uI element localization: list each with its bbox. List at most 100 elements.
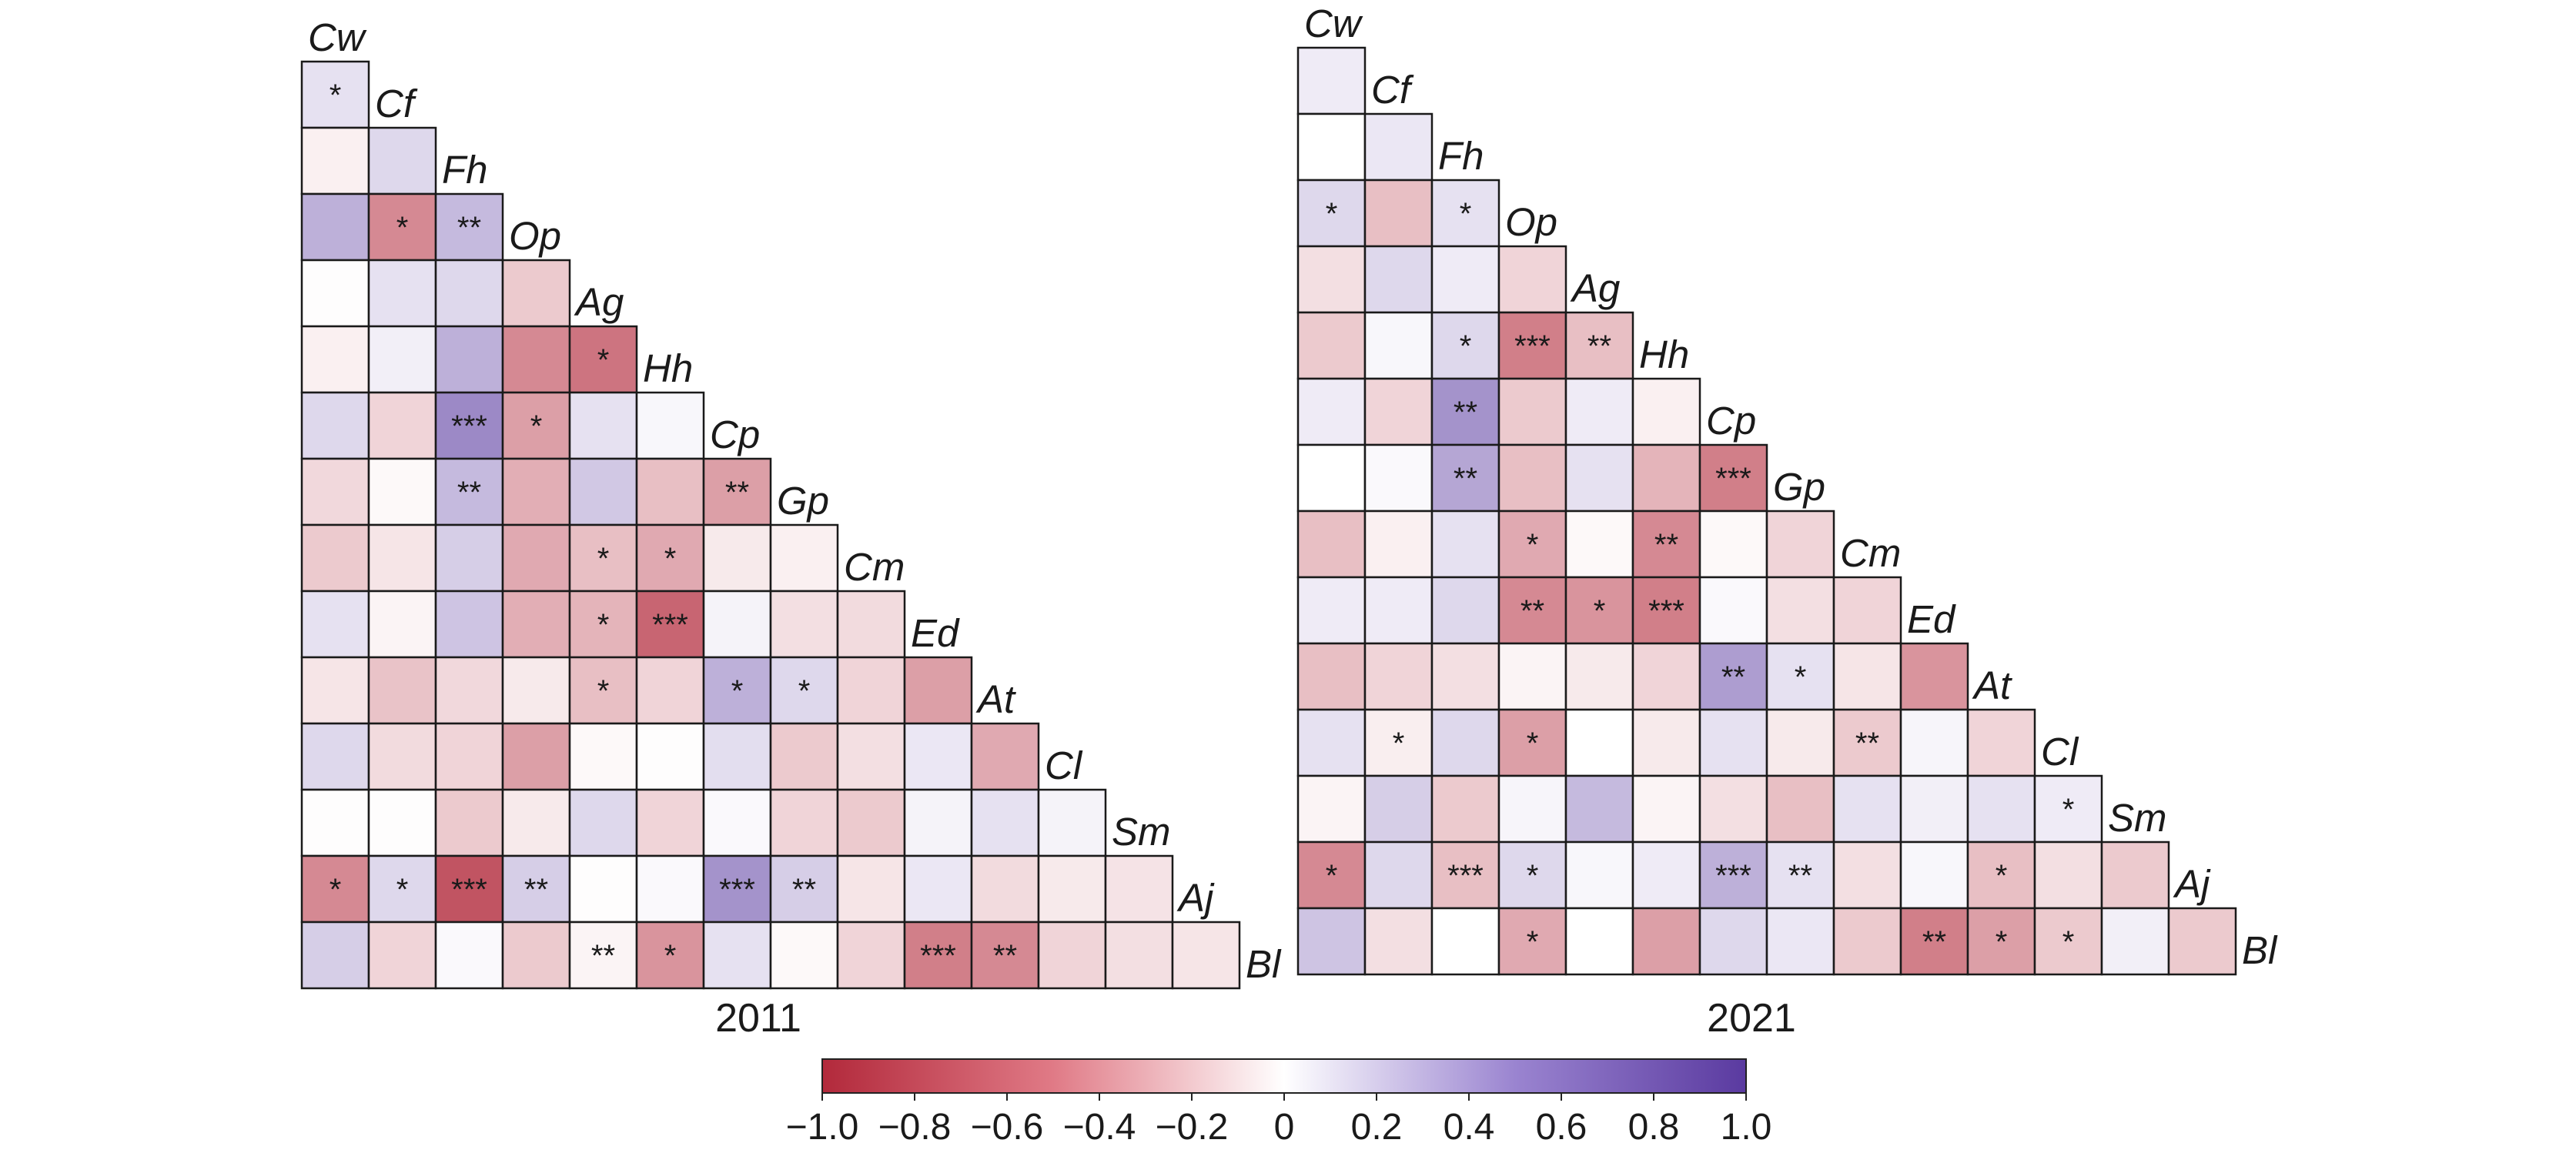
- heatmap-cell-Aj-Fh: [434, 854, 504, 924]
- heatmap-cell-At-Cm: [1832, 642, 1902, 711]
- heatmap-cell-Ed-Gp: [1765, 576, 1835, 645]
- species-label-Cf: Cf: [1371, 68, 1414, 112]
- heatmap-cell-Cm-Cw: [300, 523, 370, 593]
- heatmap-cell-Cm-Op: [501, 523, 571, 593]
- heatmap-cell-Cl-Ed: [903, 722, 973, 791]
- significance-marker: **: [1454, 396, 1477, 429]
- species-label-Gp: Gp: [777, 479, 829, 523]
- species-label-Cf: Cf: [375, 82, 418, 125]
- heatmap-cell-Bl-At: [1966, 907, 2036, 976]
- heatmap-cell-Hh-Ag: [568, 325, 638, 394]
- heatmap-cell-Aj-Ed: [1899, 841, 1969, 910]
- species-label-Cl: Cl: [1045, 744, 1083, 787]
- heatmap-cell-Ed-Cp: [702, 590, 772, 659]
- heatmap-cell-Bl-Ag: [1564, 907, 1634, 976]
- heatmap-cell-Cp-Fh: [1430, 377, 1500, 446]
- heatmap-cell-Cp-Op: [1497, 377, 1567, 446]
- heatmap-cell-Bl-Cf: [367, 921, 437, 990]
- heatmap-cell-Aj-Cm: [1832, 841, 1902, 910]
- heatmap-cell-Cl-Cm: [836, 722, 906, 791]
- significance-marker: *: [1460, 197, 1472, 231]
- heatmap-cell-Op-Cw: [300, 192, 370, 262]
- heatmap-cell-Ag-Cw: [1296, 245, 1367, 314]
- significance-marker: **: [792, 873, 816, 907]
- colorbar-tick-label: 0.6: [1536, 1107, 1587, 1148]
- colorbar-tick-label: 1.0: [1721, 1107, 1772, 1148]
- significance-marker: *: [731, 674, 744, 708]
- significance-marker: *: [396, 211, 409, 245]
- species-label-Cm: Cm: [844, 545, 905, 589]
- significance-marker: ***: [719, 873, 755, 907]
- species-label-At: At: [1972, 663, 2012, 707]
- heatmap-cell-Cl-Fh: [1430, 708, 1500, 777]
- heatmap-cell-Aj-Fh: [1430, 841, 1500, 910]
- significance-marker: ***: [451, 873, 487, 907]
- heatmap-cell-Hh-Op: [501, 325, 571, 394]
- significance-marker: *: [664, 542, 677, 576]
- significance-marker: **: [591, 939, 615, 973]
- significance-marker: ***: [920, 939, 956, 973]
- heatmap-cell-Aj-Cl: [2033, 841, 2103, 910]
- heatmap-cell-Bl-Cp: [702, 921, 772, 990]
- heatmap-cell-Gp-Cf: [367, 457, 437, 526]
- heatmap-cell-Ed-Cw: [1296, 576, 1367, 645]
- heatmap-cell-Cl-Ed: [1899, 708, 1969, 777]
- heatmap-cell-Sm-Cl: [1037, 788, 1107, 857]
- heatmap-cell-Bl-Op: [501, 921, 571, 990]
- heatmap-cell-Cp-Cf: [367, 391, 437, 460]
- heatmap-cell-Sm-Cp: [1698, 774, 1768, 844]
- significance-marker: *: [1527, 859, 1539, 893]
- significance-marker: ***: [1514, 329, 1551, 363]
- heatmap-cell-Hh-Op: [1497, 311, 1567, 380]
- heatmap-cell-Ag-Op: [1497, 245, 1567, 314]
- heatmap-cell-Op-Fh: [1430, 179, 1500, 248]
- heatmap-cell-At-Fh: [1430, 642, 1500, 711]
- heatmap-cell-At-Cw: [1296, 642, 1367, 711]
- heatmap-cell-Hh-Cw: [300, 325, 370, 394]
- significance-marker: **: [457, 476, 481, 510]
- heatmap-cell-Bl-Cf: [1363, 907, 1434, 976]
- significance-marker: **: [1521, 594, 1544, 628]
- heatmap-cell-Aj-Sm: [1104, 854, 1174, 924]
- heatmap-cell-Sm-Cp: [702, 788, 772, 857]
- heatmap-cell-Bl-Fh: [1430, 907, 1500, 976]
- heatmap-cell-Bl-Aj: [2167, 907, 2237, 976]
- heatmap-cell-Sm-Ed: [903, 788, 973, 857]
- species-label-Cw: Cw: [1304, 2, 1363, 45]
- heatmap-cell-Sm-Cf: [1363, 774, 1434, 844]
- heatmap-cell-Aj-Op: [1497, 841, 1567, 910]
- heatmap-cell-Ag-Fh: [434, 259, 504, 328]
- heatmap-cell-Bl-Gp: [769, 921, 839, 990]
- heatmap-cell-Hh-Cw: [1296, 311, 1367, 380]
- heatmap-cell-At-Ed: [903, 656, 973, 725]
- heatmap-cell-Bl-At: [970, 921, 1040, 990]
- heatmap-cell-Cl-Ag: [568, 722, 638, 791]
- heatmap-cell-Cl-At: [1966, 708, 2036, 777]
- significance-marker: **: [1454, 462, 1477, 496]
- heatmap-cell-Cl-Cp: [1698, 708, 1768, 777]
- heatmap-cell-Bl-Fh: [434, 921, 504, 990]
- significance-marker: *: [1594, 594, 1606, 628]
- species-label-Ag: Ag: [574, 280, 624, 324]
- heatmap-cell-Cp-Cf: [1363, 377, 1434, 446]
- heatmap-cell-Cm-Cp: [702, 523, 772, 593]
- heatmap-cell-Hh-Cf: [1363, 311, 1434, 380]
- heatmap-cell-Cm-Gp: [769, 523, 839, 593]
- heatmap-cell-Cl-Gp: [1765, 708, 1835, 777]
- significance-marker: *: [1795, 660, 1807, 694]
- significance-marker: *: [2062, 925, 2075, 959]
- species-label-Cp: Cp: [710, 413, 760, 456]
- heatmap-cell-Aj-At: [970, 854, 1040, 924]
- significance-marker: *: [1527, 528, 1539, 562]
- species-label-Aj: Aj: [1176, 876, 1215, 920]
- heatmap-cell-Aj-Cm: [836, 854, 906, 924]
- heatmap-cell-Cl-Op: [1497, 708, 1567, 777]
- colorbar-tick-label: 0.2: [1351, 1107, 1403, 1148]
- heatmap-cell-Gp-Cw: [300, 457, 370, 526]
- heatmap-cell-Fh-Cf: [1363, 112, 1434, 182]
- heatmap-cell-Bl-Gp: [1765, 907, 1835, 976]
- heatmap-cell-Bl-Cl: [1037, 921, 1107, 990]
- significance-marker: ***: [652, 608, 688, 642]
- heatmap-cell-Ed-Cf: [1363, 576, 1434, 645]
